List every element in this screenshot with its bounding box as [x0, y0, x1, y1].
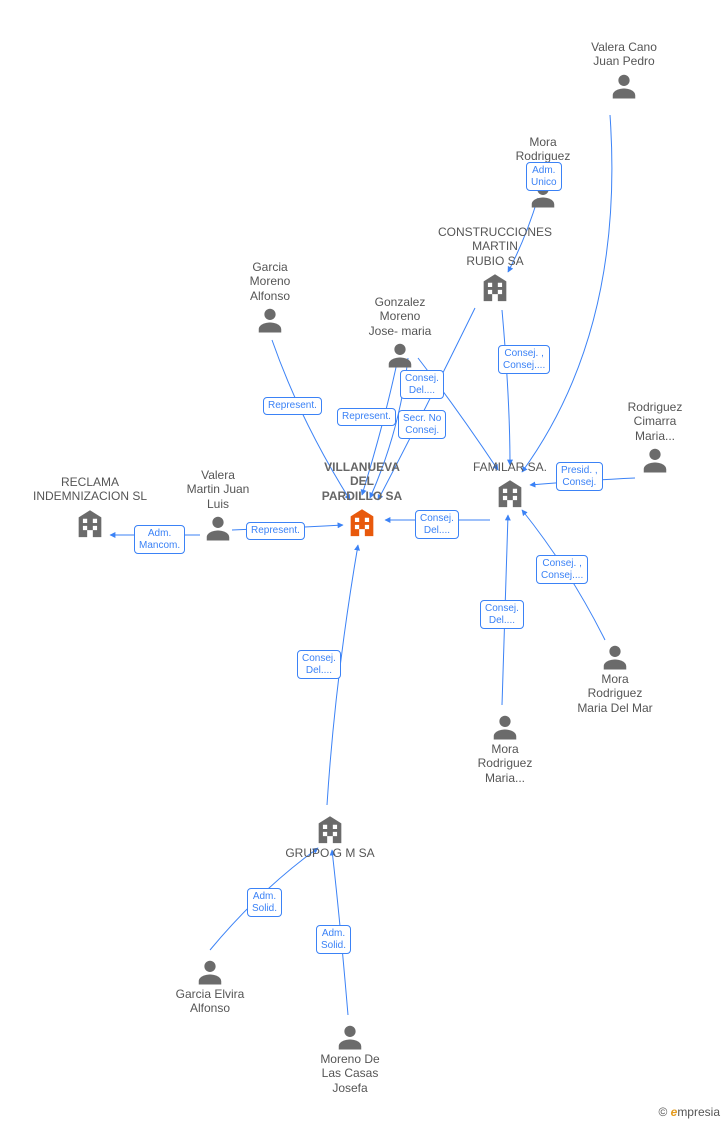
edge-label-mora_luis-construcciones: Adm. Unico — [526, 162, 562, 191]
node-label: Valera Martin Juan Luis — [168, 468, 268, 511]
node-label: Mora Rodriguez Maria Del Mar — [555, 672, 675, 715]
edge-label-valera_martin-reclama: Adm. Mancom. — [134, 525, 185, 554]
node-label: Moreno De Las Casas Josefa — [290, 1052, 410, 1095]
node-mora_mar[interactable]: Mora Rodriguez Maria Del Mar — [555, 640, 675, 715]
node-label: Rodriguez Cimarra Maria... — [600, 400, 710, 443]
copyright: © empresia — [658, 1105, 720, 1119]
edge-label-construcciones-familar: Consej. , Consej.... — [498, 345, 550, 374]
node-mora_maria[interactable]: Mora Rodriguez Maria... — [450, 710, 560, 785]
edge-label-grupo_gm-villanueva: Consej. Del.... — [297, 650, 341, 679]
edge-label-garcia_moreno-villanueva: Represent. — [263, 397, 322, 415]
node-label: CONSTRUCCIONES MARTIN RUBIO SA — [420, 225, 570, 268]
node-label: Garcia Elvira Alfonso — [155, 987, 265, 1016]
node-valera_cano[interactable]: Valera Cano Juan Pedro — [564, 40, 684, 101]
edge-label-mora_mar-familar: Consej. , Consej.... — [536, 555, 588, 584]
node-garcia_moreno[interactable]: Garcia Moreno Alfonso — [220, 260, 320, 335]
brand-rest: mpresia — [677, 1105, 720, 1119]
edges-layer — [0, 0, 728, 1125]
edge-label-valera_martin-villanueva: Represent. — [246, 522, 305, 540]
node-garcia_elvira[interactable]: Garcia Elvira Alfonso — [155, 955, 265, 1016]
node-familar[interactable]: FAMILAR SA. — [460, 460, 560, 510]
node-villanueva[interactable]: VILLANUEVA DEL PARDILLO SA — [292, 460, 432, 539]
edge-construcciones-familar — [502, 310, 510, 465]
edge-label-mora_maria-familar: Consej. Del.... — [480, 600, 524, 629]
edge-label-familar-villanueva: Consej. Del.... — [415, 510, 459, 539]
copyright-symbol: © — [658, 1105, 667, 1119]
node-label: FAMILAR SA. — [460, 460, 560, 474]
node-label: VILLANUEVA DEL PARDILLO SA — [292, 460, 432, 503]
node-gonzalez[interactable]: Gonzalez Moreno Jose- maria — [340, 295, 460, 370]
node-label: Gonzalez Moreno Jose- maria — [340, 295, 460, 338]
edge-label-gonzalez-familar: Secr. No Consej. — [398, 410, 446, 439]
node-label: Mora Rodriguez Maria... — [450, 742, 560, 785]
node-moreno_casas[interactable]: Moreno De Las Casas Josefa — [290, 1020, 410, 1095]
node-rodriguez_cimarra[interactable]: Rodriguez Cimarra Maria... — [600, 400, 710, 475]
node-label: Valera Cano Juan Pedro — [564, 40, 684, 69]
diagram-canvas: Valera Cano Juan PedroMora Rodriguez Lu.… — [0, 0, 728, 1125]
edge-label-rodriguez_cimarra-familar: Presid. , Consej. — [556, 462, 603, 491]
edge-label-gonzalez-villanueva: Consej. Del.... — [400, 370, 444, 399]
edge-label-gonzalez-villanueva: Represent. — [337, 408, 396, 426]
node-label: GRUPO G M SA — [270, 846, 390, 860]
node-construcciones[interactable]: CONSTRUCCIONES MARTIN RUBIO SA — [420, 225, 570, 304]
edge-label-garcia_elvira-grupo_gm: Adm. Solid. — [247, 888, 282, 917]
node-grupo_gm[interactable]: GRUPO G M SA — [270, 810, 390, 860]
node-label: RECLAMA INDEMNIZACION SL — [20, 475, 160, 504]
node-label: Garcia Moreno Alfonso — [220, 260, 320, 303]
edge-label-moreno_casas-grupo_gm: Adm. Solid. — [316, 925, 351, 954]
